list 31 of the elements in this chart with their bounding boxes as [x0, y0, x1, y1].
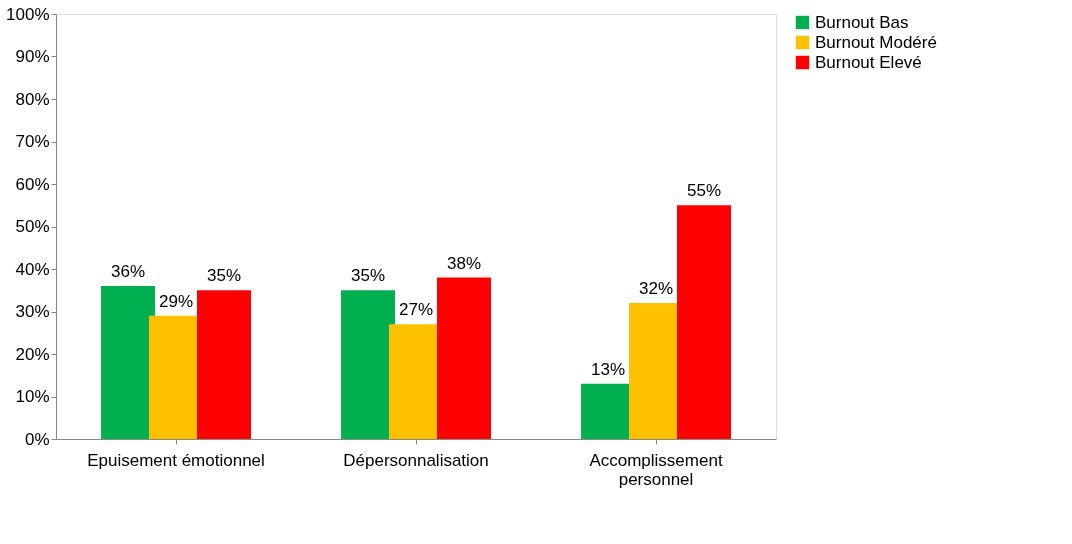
legend-label: Burnout Modéré: [815, 32, 937, 52]
data-label: 35%: [350, 266, 386, 286]
y-tick-label: 80%: [15, 89, 50, 109]
bar: [101, 286, 155, 439]
y-tick-label: 60%: [15, 174, 50, 194]
data-label: 35%: [206, 266, 242, 286]
y-tick-label: 0%: [24, 429, 50, 449]
y-tick-label: 10%: [15, 387, 50, 406]
data-label: 13%: [590, 359, 626, 379]
bar: [197, 290, 251, 439]
bar: [677, 205, 731, 439]
x-tick-label: Dépersonnalisation: [343, 450, 489, 470]
x-tick-label: Epuisement émotionnel: [87, 450, 265, 470]
bar: [437, 277, 491, 439]
legend-label: Burnout Elevé: [815, 52, 922, 72]
y-tick-label: 70%: [15, 132, 50, 151]
y-tick-label: 100%: [6, 4, 50, 24]
bar: [341, 290, 395, 439]
data-label: 36%: [110, 262, 146, 281]
data-label: 32%: [638, 279, 674, 298]
legend-label: Burnout Bas: [815, 12, 909, 32]
x-tick-label: Accomplissement personnel: [589, 450, 723, 489]
data-label: 38%: [446, 253, 482, 273]
y-tick-label: 50%: [15, 217, 50, 236]
y-tick-label: 30%: [15, 302, 50, 321]
y-tick-label: 20%: [15, 344, 50, 364]
data-label: 29%: [158, 291, 194, 311]
data-label: 55%: [686, 181, 722, 201]
data-label: 27%: [398, 300, 434, 320]
y-tick-label: 90%: [15, 47, 50, 66]
y-tick-label: 40%: [15, 259, 50, 279]
